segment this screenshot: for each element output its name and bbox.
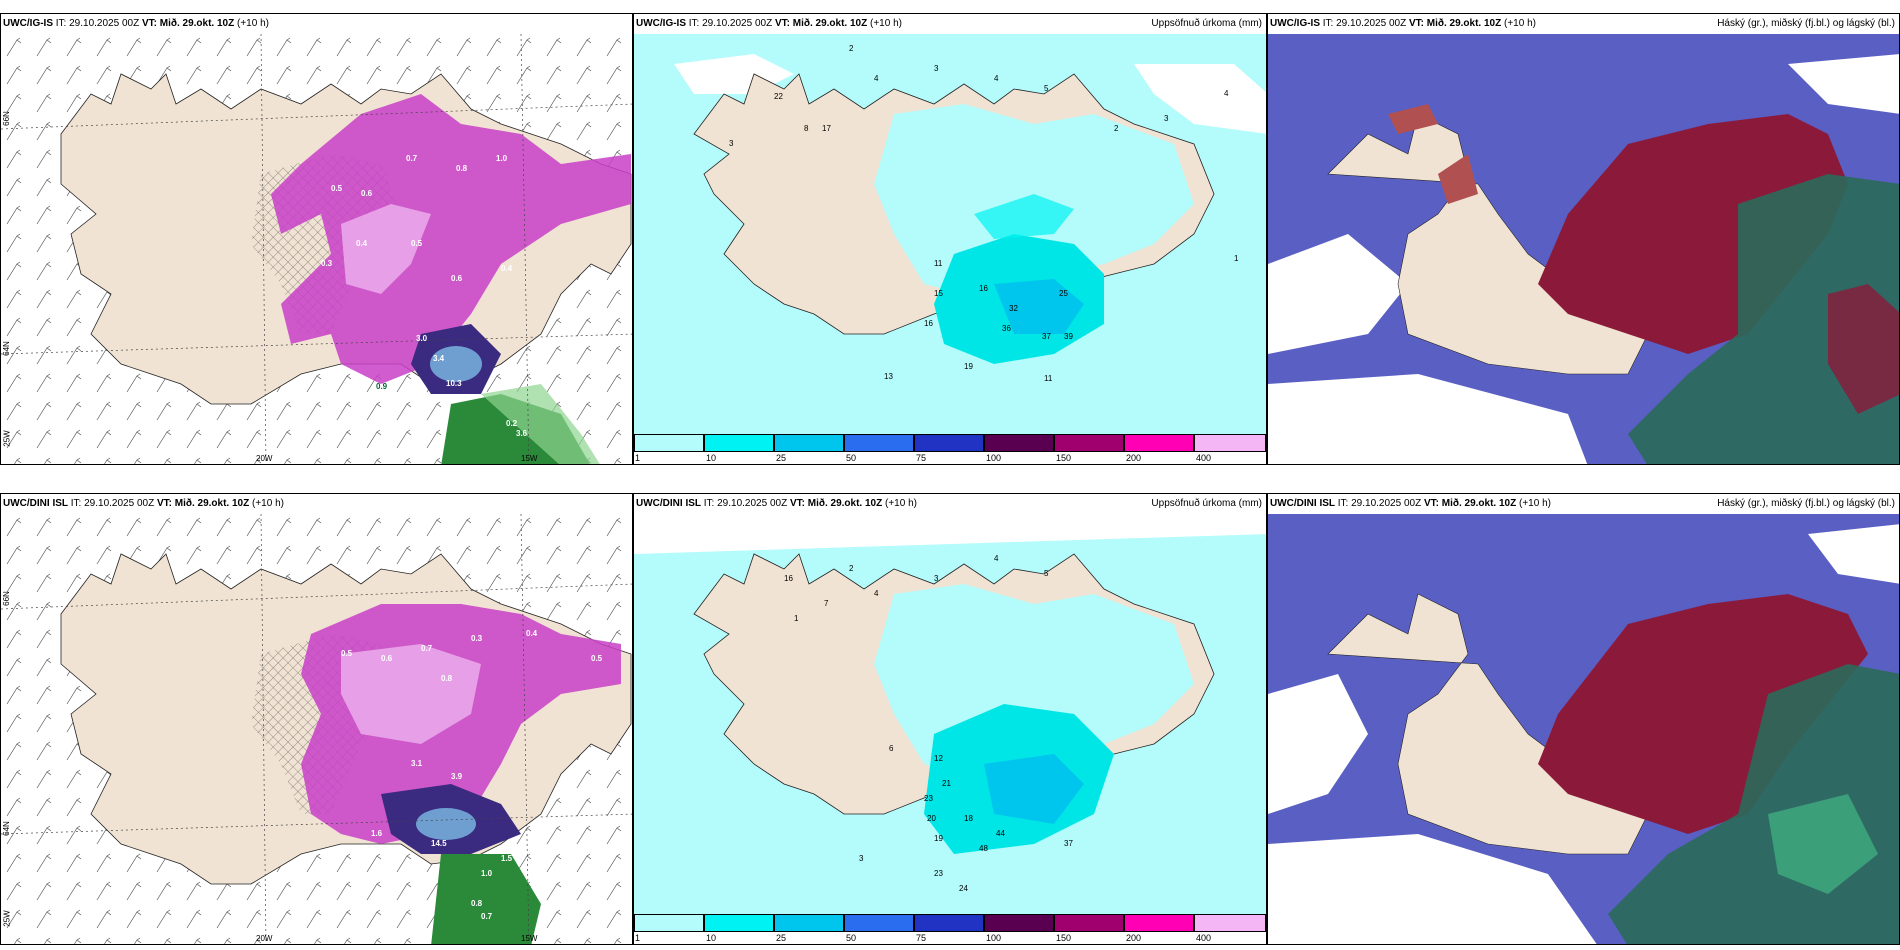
cbar-tick: 400 bbox=[1196, 453, 1212, 463]
cbar-tick: 200 bbox=[1126, 933, 1142, 943]
cbar-swatch bbox=[844, 434, 914, 452]
cbar-tick: 150 bbox=[1056, 453, 1072, 463]
lon-label: 20W bbox=[256, 454, 273, 463]
cbar-tick: 150 bbox=[1056, 933, 1072, 943]
cbar-tick: 100 bbox=[986, 933, 1002, 943]
cbar-swatch bbox=[1054, 434, 1124, 452]
panel-bottom-cloud: UWC/DINI ISL IT: 29.10.2025 00Z VT: Mið.… bbox=[1267, 493, 1900, 945]
cbar-swatch bbox=[844, 914, 914, 932]
panel-top-precip: UWC/IG-IS IT: 29.10.2025 00Z VT: Mið. 29… bbox=[633, 13, 1267, 465]
panel-header: UWC/DINI ISL IT: 29.10.2025 00Z VT: Mið.… bbox=[3, 498, 284, 509]
cbar-swatch bbox=[1124, 914, 1194, 932]
precip-map-bottom bbox=[634, 514, 1266, 916]
cbar-tick: 75 bbox=[916, 453, 927, 463]
cbar-swatch bbox=[1124, 434, 1194, 452]
cbar-swatch bbox=[774, 434, 844, 452]
cbar-swatch bbox=[1194, 434, 1266, 452]
cbar-tick: 25 bbox=[776, 933, 787, 943]
lat-label: 64N bbox=[1, 341, 11, 356]
lon-label: 25W bbox=[2, 430, 12, 447]
cbar-tick: 100 bbox=[986, 453, 1002, 463]
cbar-tick: 1 bbox=[635, 933, 641, 943]
cbar-tick: 50 bbox=[846, 453, 857, 463]
cbar-swatch bbox=[634, 434, 704, 452]
cbar-tick: 75 bbox=[916, 933, 927, 943]
cloud-map-bottom bbox=[1268, 514, 1899, 944]
panel-header: UWC/IG-IS IT: 29.10.2025 00Z VT: Mið. 29… bbox=[1270, 18, 1895, 29]
cbar-tick: 10 bbox=[706, 453, 717, 463]
lat-label: 66N bbox=[1, 591, 11, 606]
cbar-tick: 200 bbox=[1126, 453, 1142, 463]
high-cloud bbox=[1538, 594, 1868, 834]
cbar-swatch bbox=[914, 434, 984, 452]
cbar-tick: 1 bbox=[635, 453, 641, 463]
cbar-swatch bbox=[1194, 914, 1266, 932]
panel-header: UWC/IG-IS IT: 29.10.2025 00Z VT: Mið. 29… bbox=[3, 18, 269, 29]
panel-header: UWC/DINI ISL IT: 29.10.2025 00Z VT: Mið.… bbox=[636, 498, 1262, 509]
lat-label: 64N bbox=[1, 821, 11, 836]
cbar-swatch bbox=[984, 434, 1054, 452]
precip-colorbar: 1 10 25 50 75 100 150 200 400 bbox=[634, 914, 1266, 944]
snow-area bbox=[271, 94, 631, 384]
snow-map-top bbox=[1, 34, 632, 464]
panel-header: UWC/DINI ISL IT: 29.10.2025 00Z VT: Mið.… bbox=[1270, 498, 1895, 509]
lon-label: 25W bbox=[2, 910, 12, 927]
lon-label: 15W bbox=[521, 454, 538, 463]
panel-bottom-snow: UWC/DINI ISL IT: 29.10.2025 00Z VT: Mið.… bbox=[0, 493, 633, 945]
cbar-swatch bbox=[704, 434, 774, 452]
cbar-swatch bbox=[774, 914, 844, 932]
lat-label: 66N bbox=[1, 111, 11, 126]
rain-area bbox=[431, 854, 541, 944]
cbar-tick: 25 bbox=[776, 453, 787, 463]
lon-label: 20W bbox=[256, 934, 273, 943]
panel-top-snow: UWC/IG-IS IT: 29.10.2025 00Z VT: Mið. 29… bbox=[0, 13, 633, 465]
precip-colorbar: 1 10 25 50 75 100 150 200 400 bbox=[634, 434, 1266, 464]
panel-header: UWC/IG-IS IT: 29.10.2025 00Z VT: Mið. 29… bbox=[636, 18, 1262, 29]
cbar-tick: 10 bbox=[706, 933, 717, 943]
cbar-swatch bbox=[634, 914, 704, 932]
precip-map-top bbox=[634, 34, 1266, 436]
cbar-tick: 50 bbox=[846, 933, 857, 943]
panel-bottom-precip: UWC/DINI ISL IT: 29.10.2025 00Z VT: Mið.… bbox=[633, 493, 1267, 945]
panel-top-cloud: UWC/IG-IS IT: 29.10.2025 00Z VT: Mið. 29… bbox=[1267, 13, 1900, 465]
cbar-swatch bbox=[984, 914, 1054, 932]
lon-label: 15W bbox=[521, 934, 538, 943]
cbar-swatch bbox=[704, 914, 774, 932]
cbar-tick: 400 bbox=[1196, 933, 1212, 943]
snow-map-bottom bbox=[1, 514, 632, 944]
cloud-map-top bbox=[1268, 34, 1899, 464]
cbar-swatch bbox=[1054, 914, 1124, 932]
cbar-swatch bbox=[914, 914, 984, 932]
